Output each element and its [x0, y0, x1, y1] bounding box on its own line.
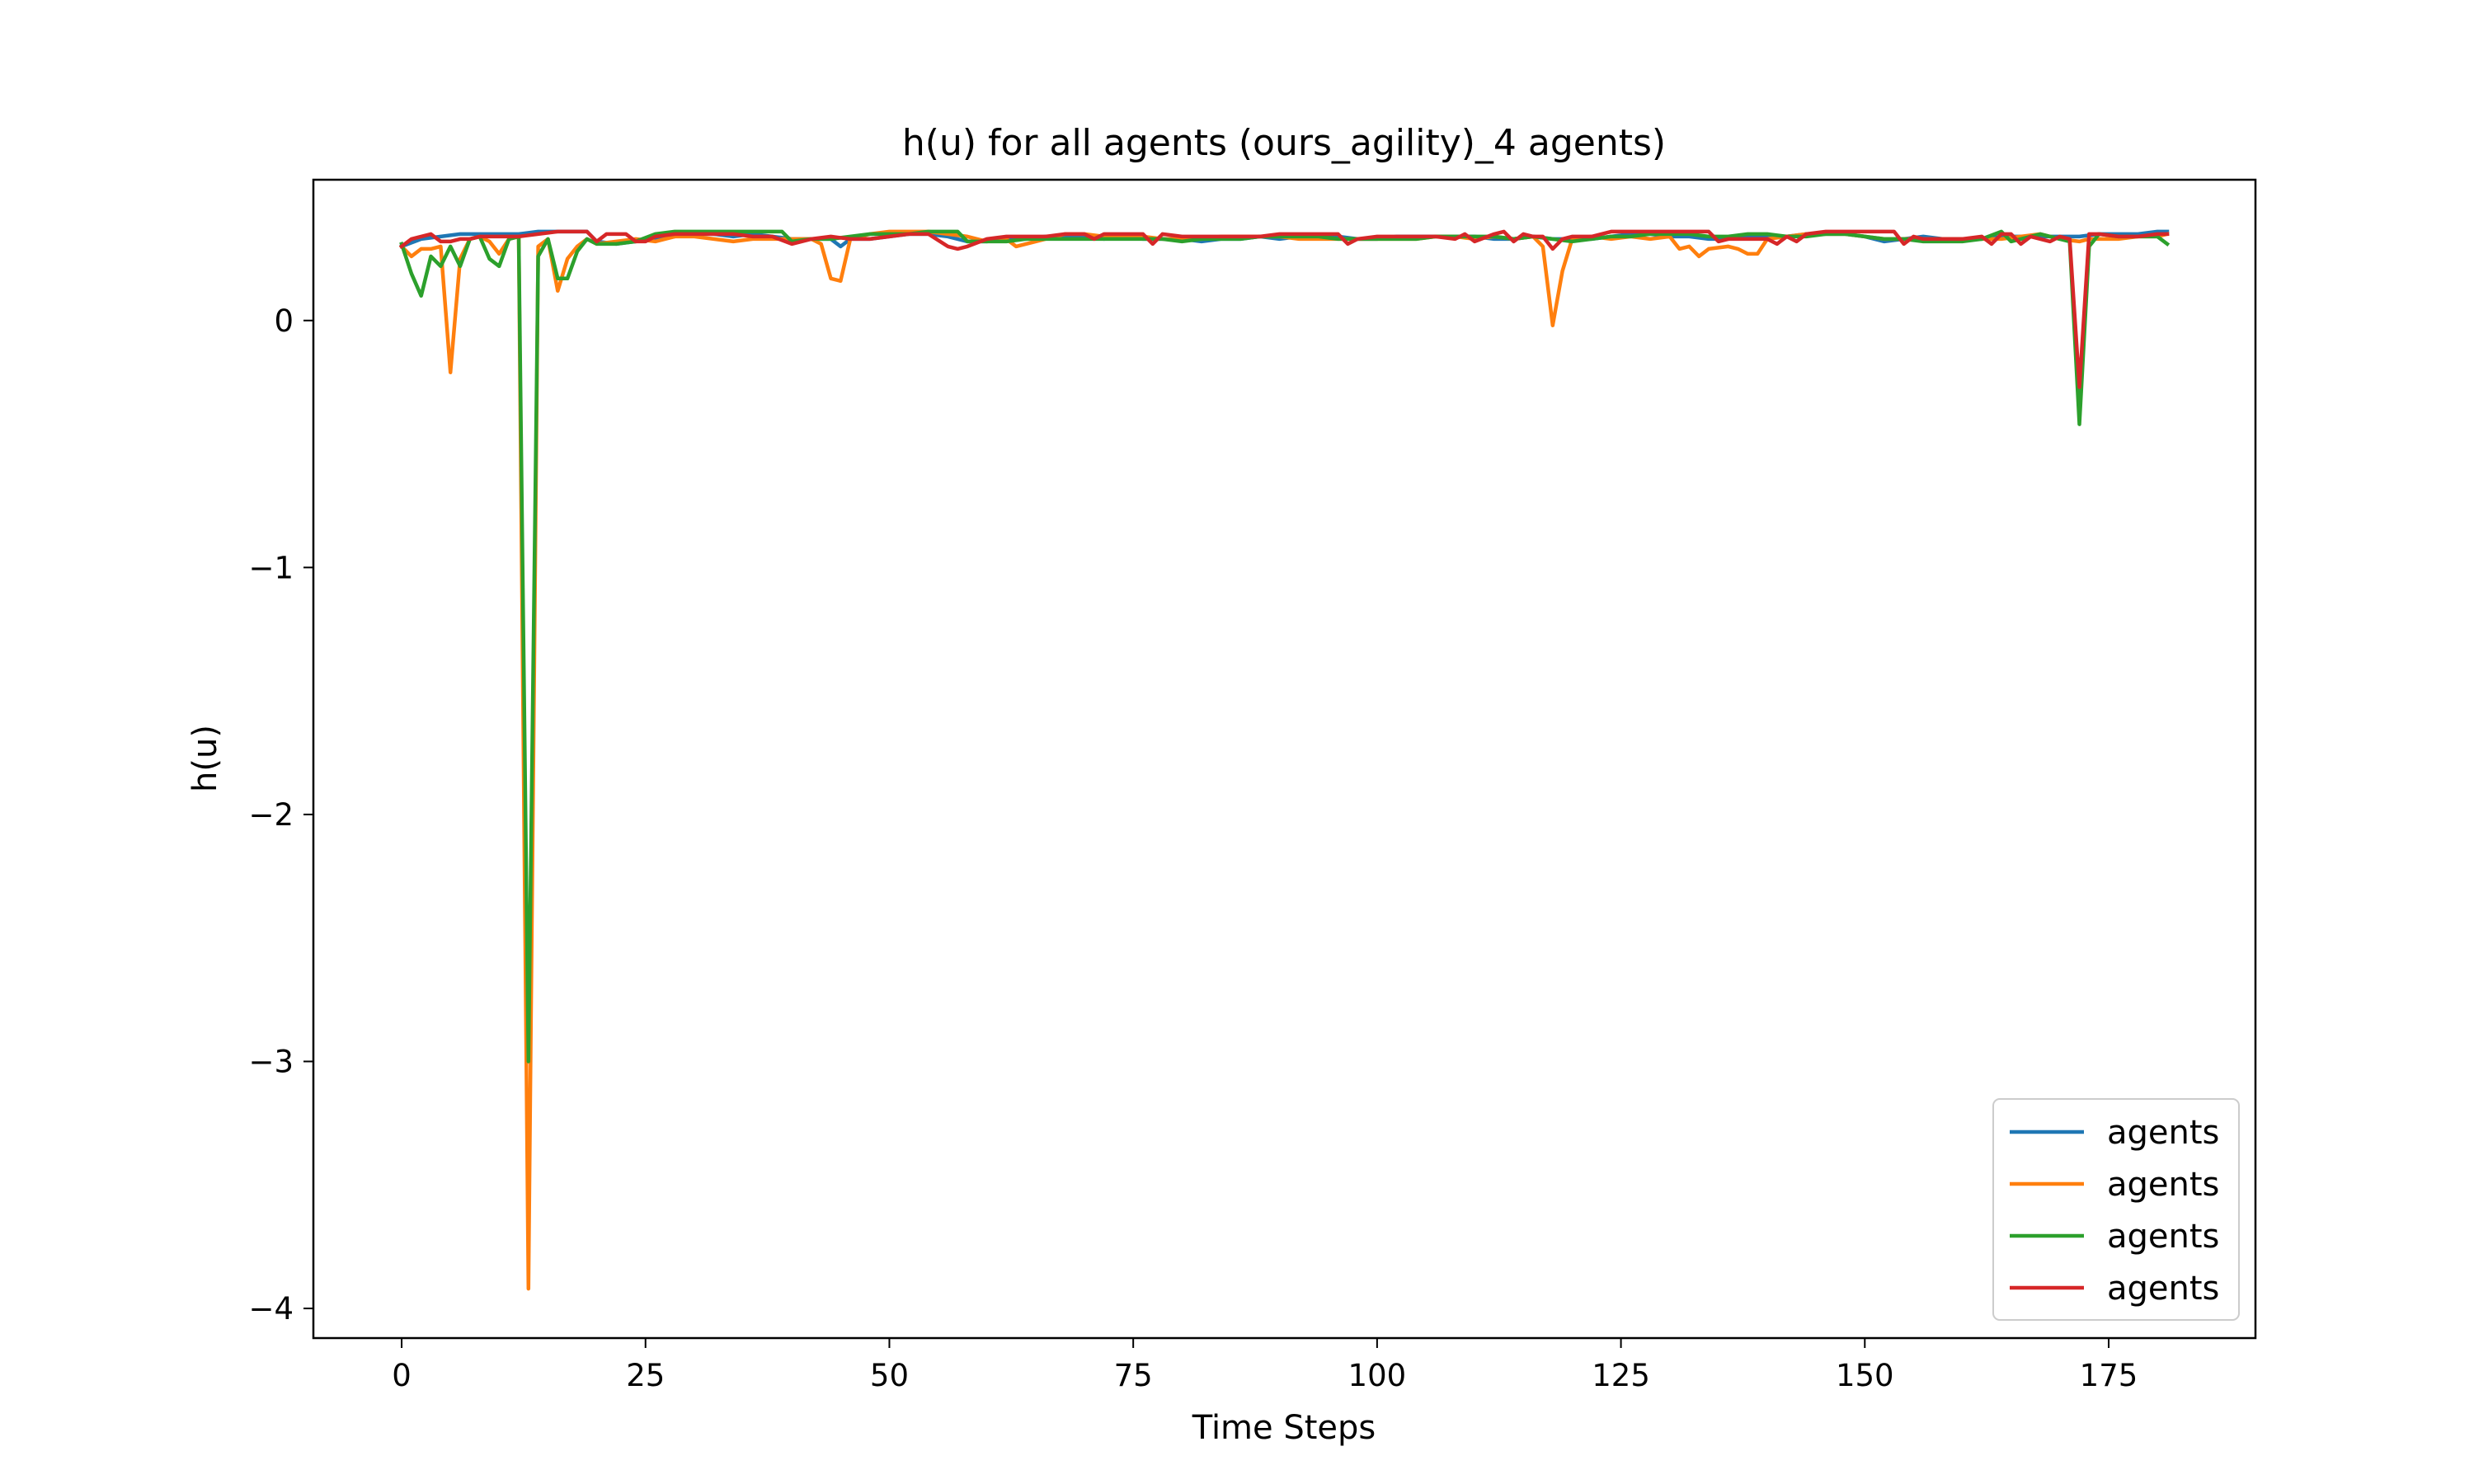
y-tick-label: −1	[248, 550, 294, 585]
y-axis-label: h(u)	[186, 725, 224, 792]
chart-title: h(u) for all agents (ours_agility)_4 age…	[902, 122, 1666, 164]
axes-frame	[312, 178, 2257, 1340]
series-line-4	[398, 229, 2170, 389]
y-axis-ticks: −4 −3 −2 −1 0	[248, 303, 313, 1327]
y-tick-label: −2	[248, 797, 294, 833]
y-tick-label: 0	[274, 303, 294, 339]
x-tick-label: 100	[1348, 1358, 1407, 1393]
x-axis-label: Time Steps	[1192, 1409, 1376, 1447]
x-tick-label: 175	[2080, 1358, 2138, 1393]
x-axis-ticks: 0 25 50 75 100 125 150 175	[392, 1338, 2138, 1393]
x-tick-label: 25	[626, 1358, 665, 1393]
legend-label-3: agents	[2107, 1218, 2219, 1256]
y-tick-label: −4	[248, 1291, 294, 1327]
legend-label-2: agents	[2107, 1166, 2219, 1204]
legend-box	[1992, 1098, 2240, 1321]
legend-label-4: agents	[2107, 1270, 2219, 1308]
x-tick-label: 150	[1836, 1358, 1894, 1393]
series-line-3	[399, 229, 2171, 1064]
y-tick-label: −3	[248, 1044, 294, 1079]
legend: agents agents agents agents	[1992, 1098, 2240, 1321]
x-tick-label: 0	[392, 1358, 412, 1393]
x-tick-label: 50	[870, 1358, 909, 1393]
plot-area	[398, 229, 2171, 1291]
x-tick-label: 125	[1592, 1358, 1650, 1393]
x-tick-label: 75	[1114, 1358, 1153, 1393]
legend-label-1: agents	[2107, 1114, 2219, 1152]
